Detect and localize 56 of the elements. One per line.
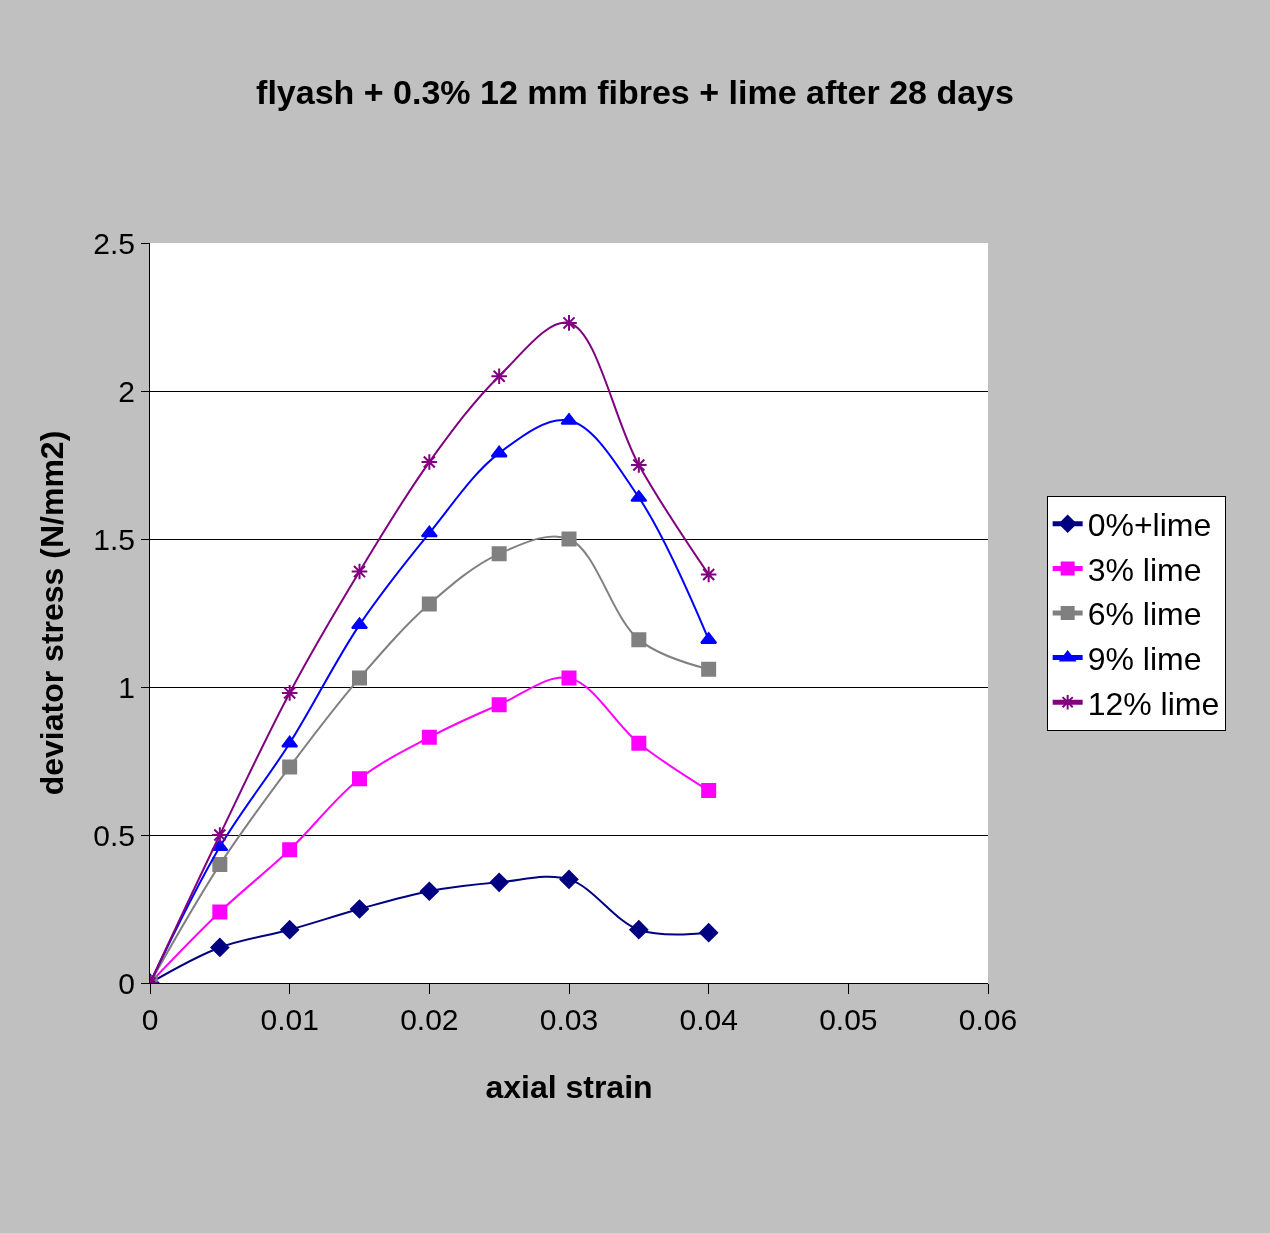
point — [352, 771, 367, 787]
point — [212, 904, 228, 920]
y-tick-label: 0.5 — [93, 818, 135, 852]
point — [561, 531, 577, 547]
point — [280, 920, 300, 940]
legend-label: 0%+lime — [1087, 507, 1212, 544]
x-tick-label: 0.02 — [400, 1003, 459, 1036]
point — [421, 729, 437, 745]
y-tick-label: 0 — [118, 966, 135, 1000]
x-tick-label: 0.03 — [539, 1003, 599, 1036]
x-tick-label: 0.05 — [819, 1003, 878, 1036]
point — [419, 881, 439, 901]
point — [280, 684, 299, 702]
point — [282, 759, 298, 775]
point — [352, 670, 367, 686]
point — [701, 661, 717, 677]
point — [491, 697, 507, 713]
point — [210, 938, 230, 957]
point — [490, 445, 508, 458]
y-tick-label: 1.5 — [93, 522, 135, 556]
legend-label: 12% lime — [1087, 685, 1220, 722]
point — [631, 735, 647, 751]
point — [350, 899, 369, 919]
point — [631, 632, 647, 648]
point — [561, 670, 577, 686]
point — [699, 923, 719, 943]
point — [282, 842, 298, 858]
point — [420, 525, 438, 538]
legend-label: 9% lime — [1087, 641, 1202, 678]
point — [630, 456, 648, 474]
point — [350, 562, 369, 581]
chart-title: flyash + 0.3% 12 mm fibres + lime after 28 days — [256, 72, 1014, 111]
y-axis-title: deviator stress (N/mm2) — [33, 430, 70, 796]
x-tick-label: 0 — [141, 1003, 159, 1036]
point — [559, 869, 579, 889]
point — [489, 872, 509, 892]
x-tick-label: 0.06 — [958, 1003, 1018, 1036]
x-tick-label: 0.04 — [679, 1003, 738, 1036]
y-tick-label: 2 — [118, 374, 135, 408]
y-tick-label: 2.5 — [93, 226, 135, 260]
point — [212, 857, 228, 873]
x-tick-label: 0.01 — [260, 1003, 319, 1036]
point — [421, 596, 437, 612]
point — [281, 735, 299, 748]
point — [560, 314, 578, 332]
point — [420, 453, 439, 471]
point — [211, 826, 229, 844]
point — [701, 783, 717, 799]
point — [629, 920, 649, 940]
point — [491, 546, 507, 562]
legend-label: 6% lime — [1087, 596, 1202, 633]
point — [490, 367, 508, 385]
y-tick-label: 1 — [118, 670, 135, 704]
point — [699, 565, 718, 584]
legend-label: 3% lime — [1087, 551, 1202, 588]
x-axis-title: axial strain — [485, 1068, 653, 1105]
